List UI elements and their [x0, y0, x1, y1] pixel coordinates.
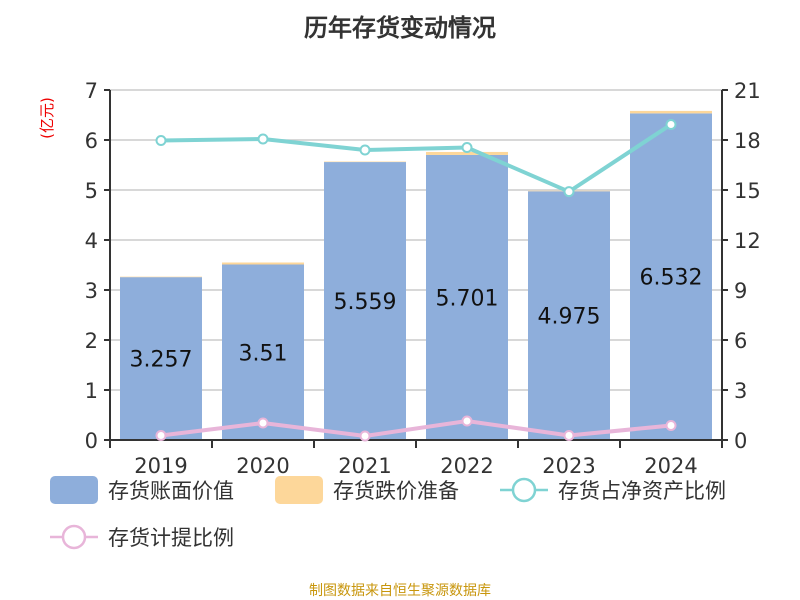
right-tick-label: 0 [734, 429, 747, 453]
chart-title: 历年存货变动情况 [304, 14, 496, 42]
bar-data-label: 4.975 [538, 305, 601, 330]
left-tick-label: 0 [85, 429, 98, 453]
x-tick-label: 2024 [644, 454, 697, 478]
bar-data-label: 6.532 [640, 266, 703, 291]
line-point [461, 142, 473, 153]
bar-data-label: 5.559 [334, 290, 397, 315]
line-point [257, 417, 269, 429]
legend-swatch [61, 524, 87, 550]
bar-impairment [120, 276, 202, 278]
line-point [257, 133, 269, 145]
legend-swatch [511, 477, 537, 503]
line-point [563, 186, 575, 198]
bar-book-value [120, 277, 202, 440]
bar-book-value [222, 264, 304, 440]
bar-impairment [426, 151, 508, 155]
right-tick-label: 9 [734, 279, 747, 303]
bar-book-value [324, 162, 406, 441]
bar-impairment [630, 110, 712, 114]
x-tick-label: 2022 [440, 454, 493, 478]
legend-swatch [50, 476, 98, 504]
right-tick-label: 3 [734, 379, 747, 403]
left-tick-label: 7 [85, 79, 98, 103]
source-note: 制图数据来自恒生聚源数据库 [309, 583, 491, 599]
right-tick-label: 21 [734, 79, 761, 103]
bar-book-value [528, 191, 610, 440]
line-series [160, 418, 672, 439]
left-axis-label: (亿元) [38, 97, 56, 139]
legend-label: 存货账面价值 [108, 479, 234, 503]
line-point [359, 144, 371, 156]
right-axis-label: % [796, 96, 800, 110]
left-tick-label: 3 [85, 279, 98, 303]
bar-data-label: 5.701 [436, 286, 499, 311]
right-tick-label: 18 [734, 129, 761, 153]
x-tick-label: 2021 [338, 454, 391, 478]
left-tick-label: 6 [85, 129, 98, 153]
line-point [155, 430, 167, 441]
left-tick-label: 4 [85, 229, 98, 253]
line-series [160, 122, 673, 194]
line-point [665, 119, 677, 130]
left-tick-label: 2 [85, 329, 98, 353]
left-tick-label: 5 [85, 179, 98, 203]
x-tick-label: 2023 [542, 454, 595, 478]
bar-impairment [324, 161, 406, 163]
legend-label: 存货跌价准备 [333, 479, 459, 503]
legend-label: 存货计提比例 [108, 526, 234, 550]
bar-book-value [426, 154, 508, 440]
legend-label: 存货占净资产比例 [558, 479, 726, 503]
legend-swatch [275, 476, 323, 504]
line-point [359, 430, 371, 442]
line-point [461, 415, 473, 427]
right-tick-label: 6 [734, 329, 747, 353]
bar-data-label: 3.257 [130, 348, 193, 373]
line-point [665, 420, 677, 431]
line-point [155, 135, 167, 146]
bar-book-value [630, 113, 712, 441]
right-tick-label: 12 [734, 229, 761, 253]
bar-impairment [222, 262, 304, 265]
line-point [563, 430, 575, 441]
x-tick-label: 2019 [134, 454, 187, 478]
bar-data-label: 3.51 [239, 341, 288, 366]
right-tick-label: 15 [734, 179, 761, 203]
left-tick-label: 1 [85, 379, 98, 403]
x-tick-label: 2020 [236, 454, 289, 478]
